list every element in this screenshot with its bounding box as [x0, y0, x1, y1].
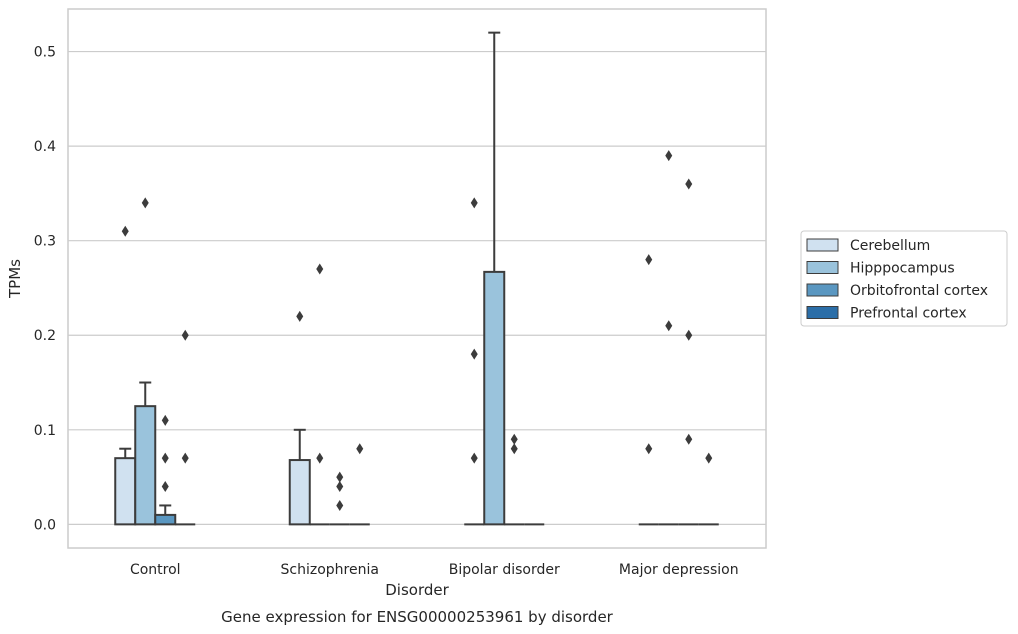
y-tick-label: 0.0: [34, 517, 56, 533]
legend-label: Cerebellum: [850, 238, 930, 254]
x-tick-label: Schizophrenia: [281, 562, 379, 578]
outlier-point: [316, 263, 324, 275]
legend: Cerebellum Hipppocampus Orbitofrontal cort…: [800, 230, 1008, 327]
outlier-point: [161, 452, 169, 464]
outlier-point: [181, 452, 189, 464]
outlier-point: [470, 348, 478, 360]
bar: [134, 405, 157, 526]
legend-swatch: [806, 261, 839, 274]
x-tick-label: Major depression: [619, 562, 739, 578]
bar: [154, 513, 177, 526]
bar: [288, 459, 311, 526]
outlier-point: [470, 197, 478, 209]
outlier-point: [296, 310, 304, 322]
outlier-point: [161, 481, 169, 493]
outlier-point: [510, 433, 518, 445]
y-tick-label: 0.4: [34, 139, 56, 155]
x-axis-label: Disorder: [385, 581, 449, 599]
outlier-point: [685, 329, 693, 341]
outlier-point: [645, 254, 653, 266]
outlier-point: [161, 414, 169, 426]
outlier-point: [685, 433, 693, 445]
chart-caption: Gene expression for ENSG00000253961 by d…: [221, 608, 614, 626]
outlier-point: [685, 178, 693, 190]
outlier-points: [121, 150, 713, 511]
legend-swatch: [806, 238, 839, 252]
outlier-point: [665, 150, 673, 162]
legend-label: Prefrontal cortex: [850, 306, 967, 322]
outlier-point: [645, 443, 653, 455]
y-tick-label: 0.5: [34, 45, 56, 61]
outlier-point: [181, 329, 189, 341]
outlier-point: [665, 320, 673, 332]
legend-label: Hipppocampus: [850, 261, 955, 277]
bar: [114, 457, 137, 526]
outlier-point: [141, 197, 149, 209]
error-bars: [119, 31, 501, 515]
outlier-point: [510, 443, 518, 455]
plot-frame: [67, 8, 767, 549]
outlier-point: [705, 452, 713, 464]
y-tick-label: 0.1: [34, 423, 56, 439]
y-axis-label: TPMs: [6, 259, 24, 299]
y-axis-ticks: 0.0 0.1 0.2 0.3 0.4 0.5: [34, 45, 56, 534]
bars: [114, 270, 719, 526]
outlier-point: [470, 452, 478, 464]
legend-swatch: [806, 306, 839, 319]
legend-box: [800, 230, 1008, 327]
outlier-point: [316, 452, 324, 464]
outlier-point: [336, 481, 344, 493]
x-tick-label: Bipolar disorder: [449, 562, 560, 578]
outlier-point: [336, 499, 344, 511]
y-tick-label: 0.3: [34, 234, 56, 250]
outlier-point: [336, 471, 344, 483]
x-axis-ticks: Control Schizophrenia Bipolar disorder Majo…: [130, 562, 739, 578]
x-tick-label: Control: [130, 562, 181, 578]
outlier-point: [356, 443, 364, 455]
legend-swatch: [806, 283, 839, 297]
outlier-point: [121, 225, 129, 237]
grid-lines: [68, 50, 766, 525]
bar: [483, 270, 506, 526]
legend-label: Orbitofrontal cortex: [850, 283, 988, 299]
y-tick-label: 0.2: [34, 328, 56, 344]
